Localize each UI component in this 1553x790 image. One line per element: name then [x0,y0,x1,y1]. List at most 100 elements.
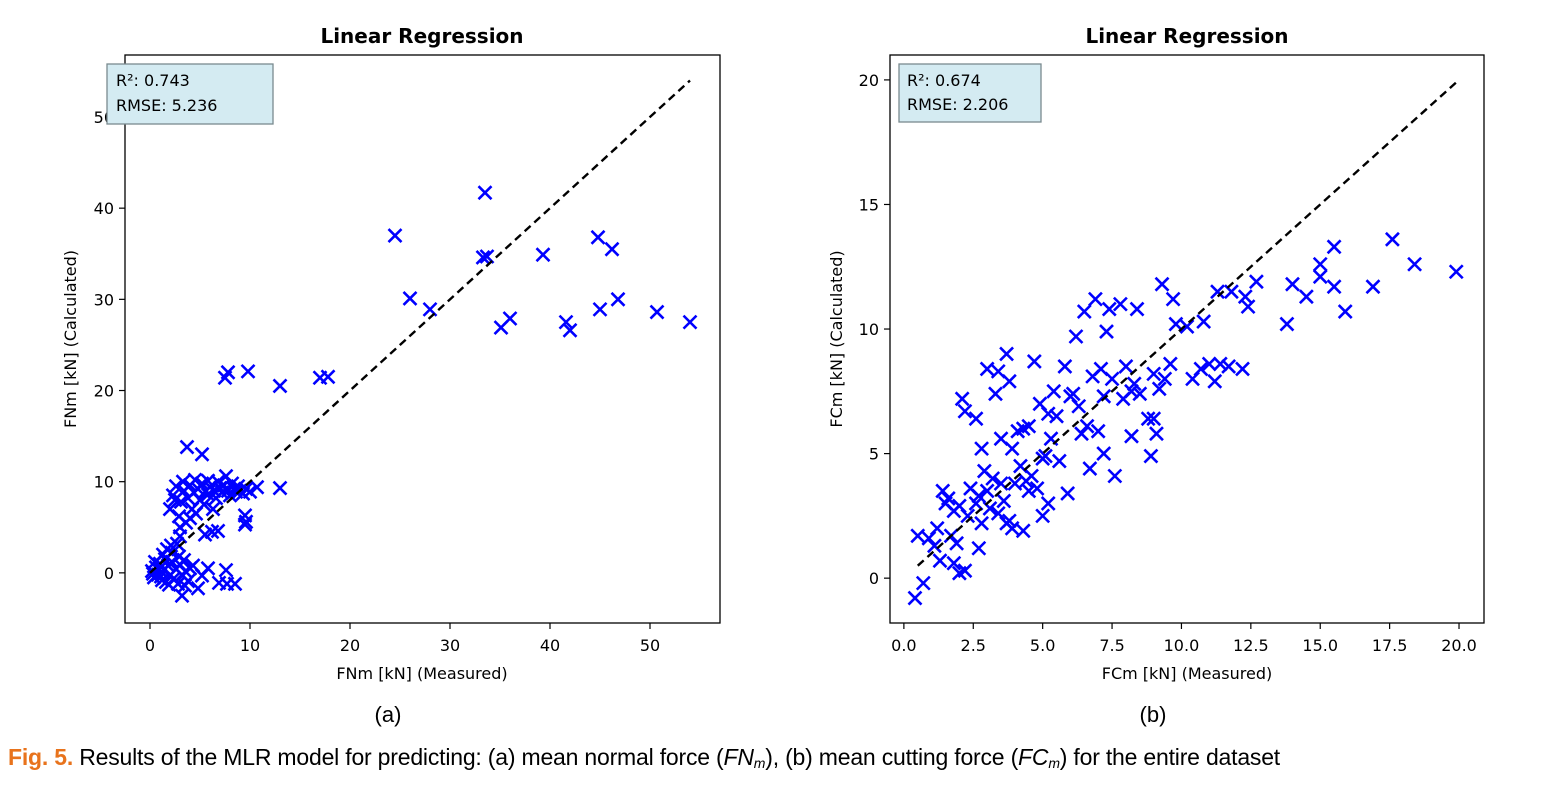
chart-b-point [907,590,923,606]
chart-b-point [1312,256,1328,272]
chart-b-y-tick-label: 10 [859,320,879,339]
figure: Linear Regression 0 10 20 30 40 50 0102030405… [61,24,1485,727]
chart-b-point [999,346,1014,362]
chart-b-point [1068,329,1084,344]
chart-a-x-tick-label: 40 [540,636,560,655]
chart-b-point [938,496,953,511]
chart-a-y-tick-label: 10 [94,473,114,492]
chart-a-x-tick-label: 0 [145,636,155,655]
chart-b-frame [889,54,1485,624]
chart-b-point [974,515,990,531]
chart-b-point [1112,296,1128,312]
chart-b-point [954,391,970,407]
chart-a-point [147,554,163,570]
chart-b-point [1326,239,1342,255]
chart-b-point [926,538,942,554]
caption-symbol-fc-base: FC [1018,744,1049,770]
chart-b-point [935,483,951,499]
chart-b-point [1240,299,1256,315]
chart-b: Linear Regression 0.0 2.5 5.0 7.5 10.0 12.5 15… [827,24,1485,727]
chart-b-point [1312,269,1328,285]
chart-b-point [1101,301,1117,317]
chart-b-point [1248,274,1264,290]
chart-b-point [951,498,967,514]
caption-symbol-fc: FCm [1018,744,1060,771]
chart-b-r2: R²: 0.674 [907,71,981,90]
caption-symbol-fn: FNm [723,744,766,771]
chart-b-point [1004,441,1020,457]
chart-b-x-tick-label: 15.0 [1302,636,1338,655]
chart-b-point [1235,361,1250,377]
chart-b-point [1143,448,1159,464]
chart-b-x-tick-label: 20.0 [1441,636,1477,655]
chart-a-stats-box [106,63,274,125]
chart-b-point [915,575,931,591]
chart-a-point [171,549,187,564]
caption-symbol-fc-sub: m [1048,755,1060,771]
chart-b-point [1151,381,1167,397]
chart-b-point [1007,476,1023,491]
chart-a-point [196,497,212,512]
chart-b-point [1035,508,1051,524]
chart-b-point [1407,256,1423,272]
chart-b-x-tick-label: 2.5 [961,636,986,655]
chart-b-x-tick-label: 5.0 [1030,636,1055,655]
subcaption-a: (a) [375,702,402,727]
chart-a-x-ticks: 0 10 20 30 40 50 [145,623,660,655]
chart-b-point [1074,426,1089,442]
chart-b-point [1162,356,1178,372]
chart-b-point [1207,373,1223,389]
chart-b-point [1237,289,1253,305]
chart-b-point [957,563,973,579]
caption-symbol-fn-base: FN [723,744,754,770]
chart-a-title: Linear Regression [320,24,523,48]
chart-b-point [1029,481,1045,496]
chart-b-point [1060,486,1076,501]
chart-b-point [1071,398,1087,414]
chart-b-point [1126,376,1142,392]
chart-b-point [1326,279,1342,295]
chart-a-point [161,577,177,593]
chart-b-point [929,520,945,536]
chart-b-point [1076,304,1092,320]
chart-b-point [1157,371,1173,387]
chart-b-point [1046,383,1062,399]
chart-b-reference-line [916,81,1458,567]
chart-a-point [200,560,216,576]
subcaption-b: (b) [1140,702,1167,727]
chart-a-point [230,478,246,494]
chart-b-point [1004,520,1020,536]
chart-b-point [1365,279,1381,295]
chart-b-point [1154,276,1170,292]
chart-b-point [1107,468,1123,484]
chart-a-point [187,472,203,488]
chart-b-point [1165,291,1181,307]
chart-b-point [1146,366,1162,382]
chart-b-point [1096,446,1112,462]
chart-b-y-ticks: 0 5 10 15 20 [859,71,890,588]
chart-a-point [477,185,493,201]
chart-a-y-tick-label: 40 [94,199,114,218]
chart-a-point [682,314,698,330]
chart-b-point [932,553,948,569]
chart-b-point [1193,361,1209,377]
chart-b-point [976,463,992,479]
chart-b-point [971,488,987,504]
chart-a-y-label: FNm [kN] (Calculated) [61,250,80,428]
chart-b-point [949,535,965,551]
chart-a-point [179,439,195,455]
chart-a-point [535,247,551,263]
chart-a-point [402,291,418,306]
chart-a-point [190,580,206,596]
chart-a-point [174,588,190,604]
chart-b-point [1221,358,1237,374]
chart-b-y-tick-label: 0 [869,569,879,588]
chart-a-point [227,576,243,592]
chart-a-x-label: FNm [kN] (Measured) [336,664,507,683]
chart-a-rmse: RMSE: 5.236 [116,96,217,115]
chart-a-point [272,480,288,496]
chart-b-point [1140,411,1156,427]
chart-a-point [272,378,288,394]
chart-b-stats-box [898,63,1042,123]
